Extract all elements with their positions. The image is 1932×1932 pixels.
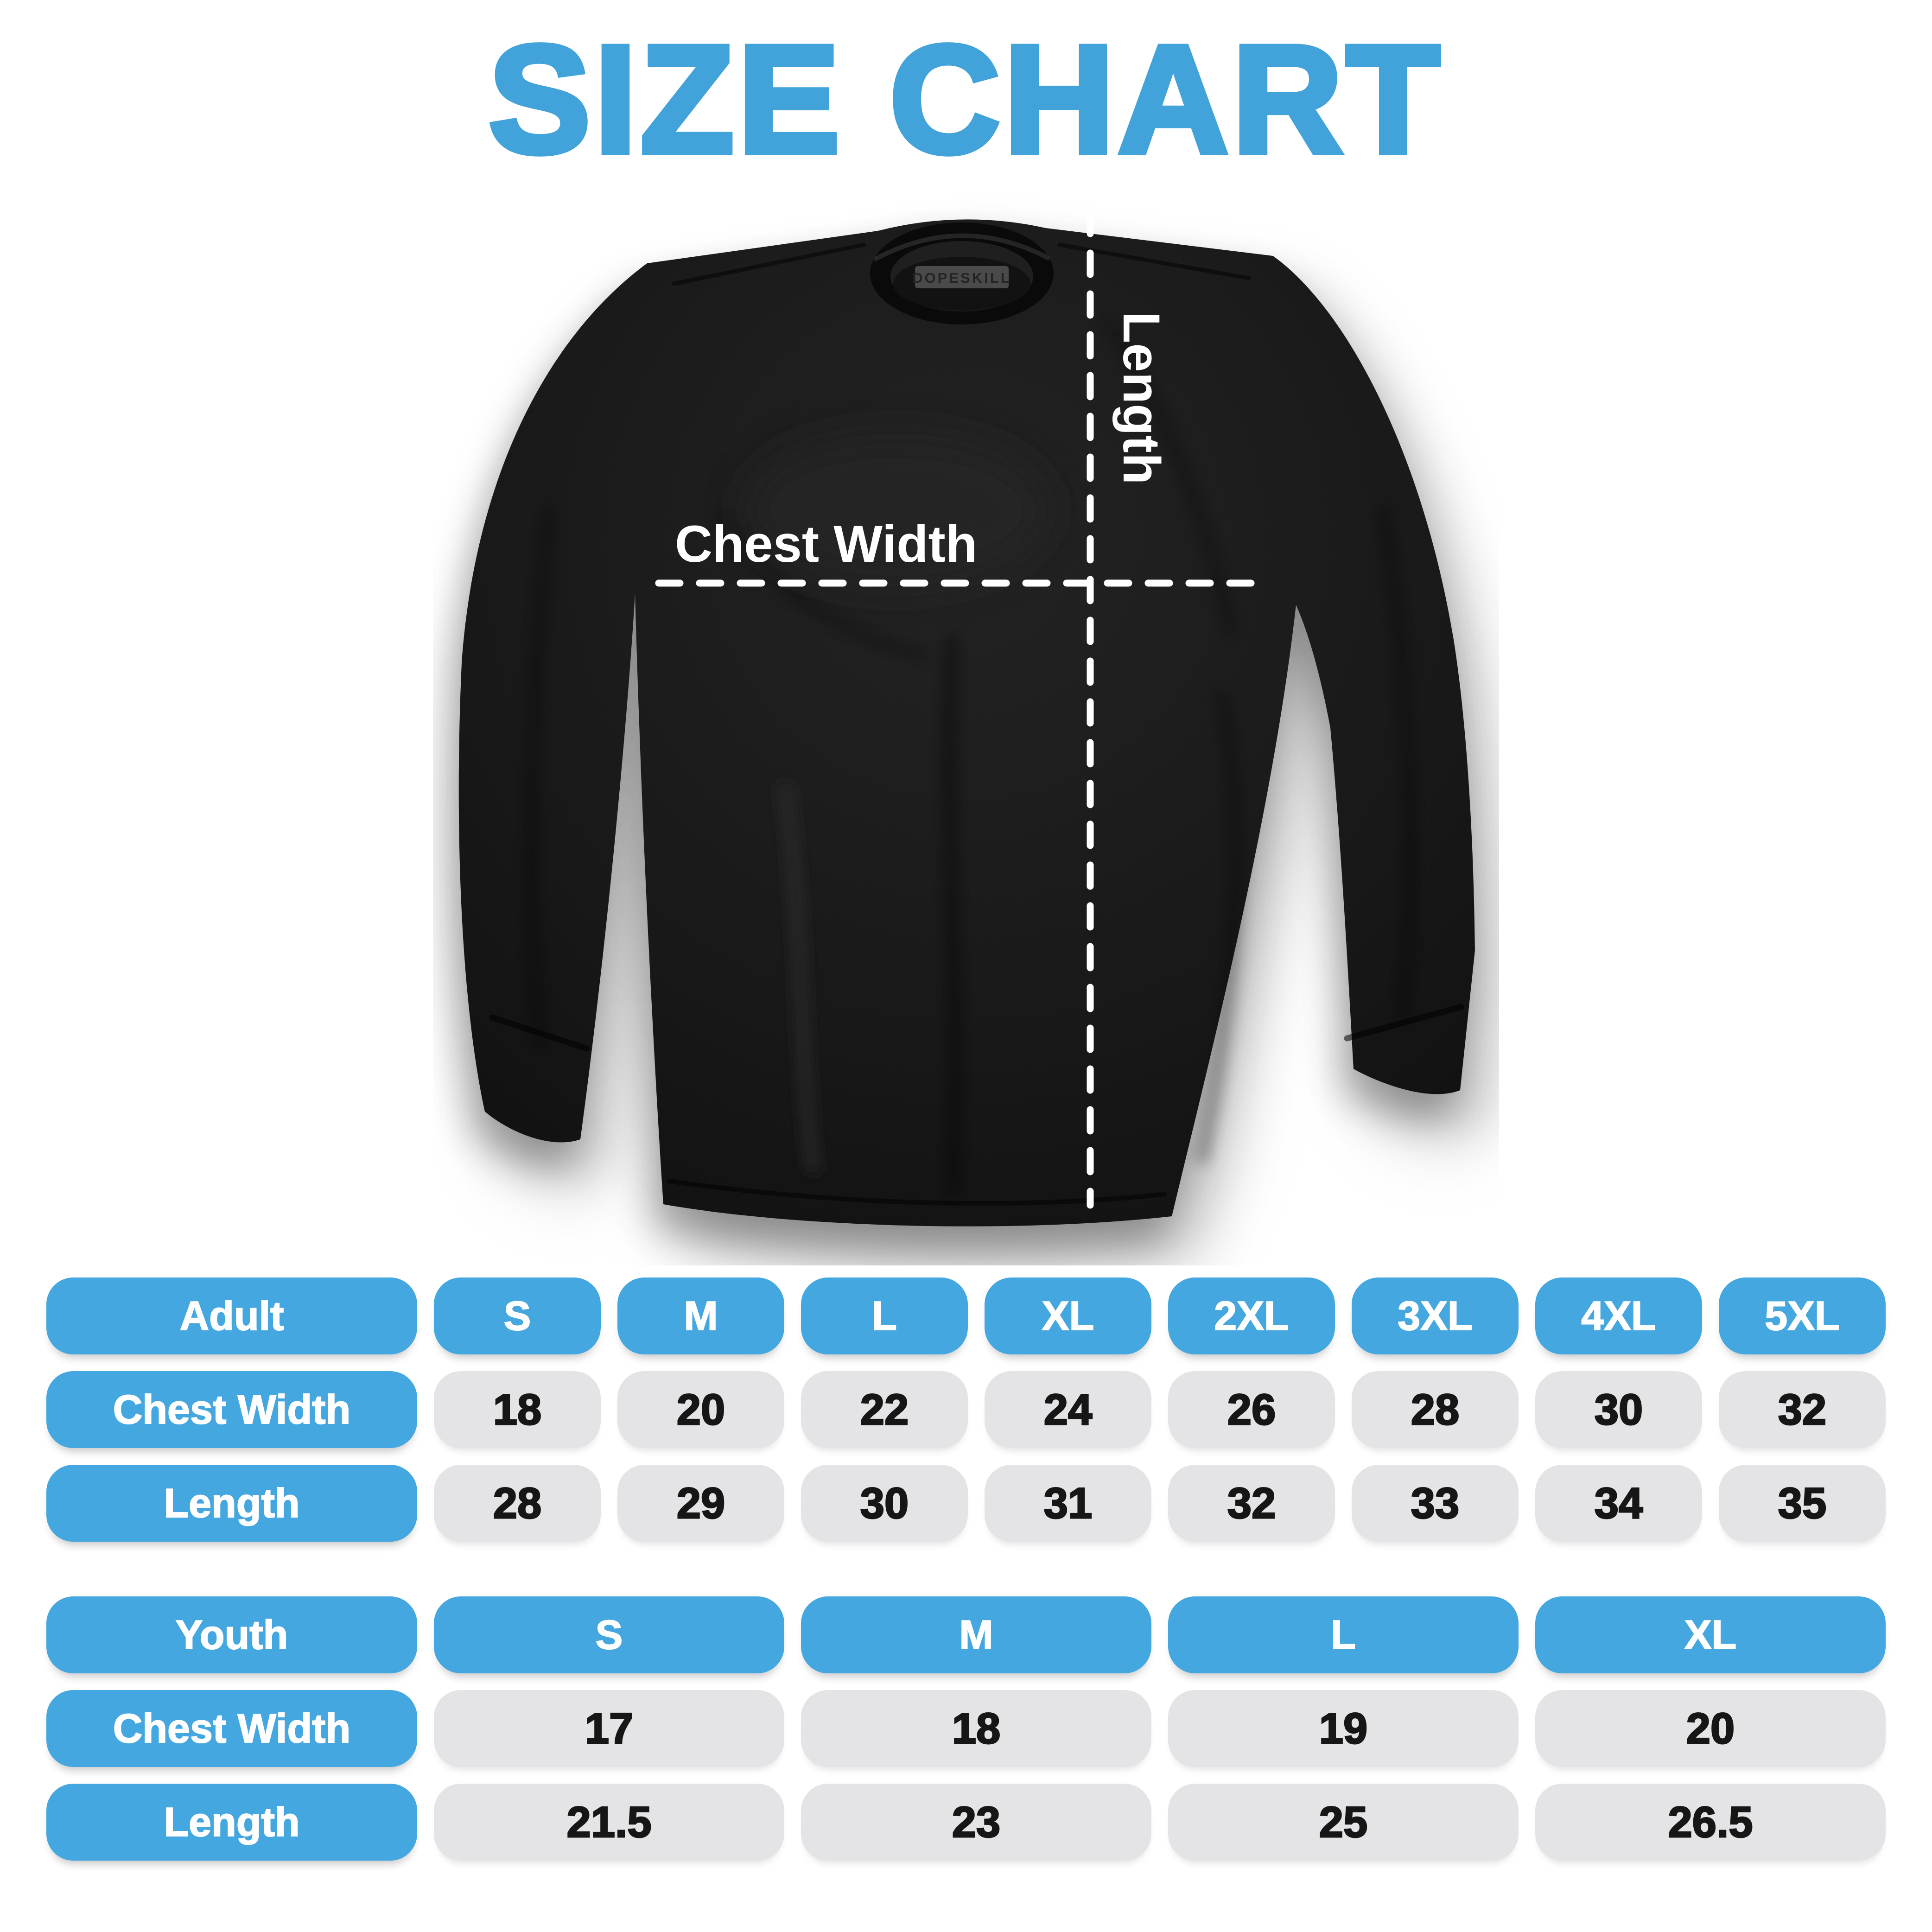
shirt-diagram: DOPESKILL Chest Width Length: [433, 185, 1499, 1265]
adult-length-2xl: 32: [1168, 1465, 1335, 1542]
adult-length-m: 29: [617, 1465, 784, 1542]
youth-length-s: 21.5: [434, 1784, 784, 1861]
youth-chest-width-l: 19: [1168, 1690, 1519, 1767]
chest-width-label: Chest Width: [675, 515, 977, 573]
youth-chest-width-m: 18: [801, 1690, 1151, 1767]
adult-chest-width-s: 18: [434, 1371, 601, 1448]
youth-length-l: 25: [1168, 1784, 1519, 1861]
adult-size-5xl: 5XL: [1719, 1277, 1886, 1354]
adult-size-xl: XL: [985, 1277, 1151, 1354]
youth-header-label: Youth: [46, 1596, 417, 1673]
youth-size-table: Youth S M L XL Chest Width 17 18 19 20 L…: [46, 1596, 1886, 1861]
youth-length-m: 23: [801, 1784, 1151, 1861]
adult-size-3xl: 3XL: [1352, 1277, 1519, 1354]
size-tables: Adult S M L XL 2XL 3XL 4XL 5XL Chest Wid…: [0, 1265, 1932, 1861]
adult-chest-width-m: 20: [617, 1371, 784, 1448]
youth-chest-width-s: 17: [434, 1690, 784, 1767]
brand-label: DOPESKILL: [912, 270, 1011, 286]
brand-tag: DOPESKILL: [912, 266, 1011, 288]
shirt-silhouette: [458, 219, 1475, 1227]
adult-size-table: Adult S M L XL 2XL 3XL 4XL 5XL Chest Wid…: [46, 1277, 1886, 1542]
youth-chest-width-row-label: Chest Width: [46, 1690, 417, 1767]
adult-size-2xl: 2XL: [1168, 1277, 1335, 1354]
adult-length-4xl: 34: [1535, 1465, 1702, 1542]
youth-length-xl: 26.5: [1535, 1784, 1886, 1861]
adult-length-l: 30: [801, 1465, 968, 1542]
adult-chest-width-3xl: 28: [1352, 1371, 1519, 1448]
adult-size-4xl: 4XL: [1535, 1277, 1702, 1354]
adult-chest-width-l: 22: [801, 1371, 968, 1448]
adult-chest-width-xl: 24: [985, 1371, 1151, 1448]
adult-chest-width-2xl: 26: [1168, 1371, 1335, 1448]
youth-size-xl: XL: [1535, 1596, 1886, 1673]
adult-size-l: L: [801, 1277, 968, 1354]
adult-size-m: M: [617, 1277, 784, 1354]
adult-length-3xl: 33: [1352, 1465, 1519, 1542]
adult-chest-width-4xl: 30: [1535, 1371, 1702, 1448]
youth-size-s: S: [434, 1596, 784, 1673]
page-title: SIZE CHART: [486, 11, 1443, 188]
adult-length-row-label: Length: [46, 1465, 417, 1542]
adult-length-xl: 31: [985, 1465, 1151, 1542]
adult-length-5xl: 35: [1719, 1465, 1886, 1542]
youth-chest-width-xl: 20: [1535, 1690, 1886, 1767]
youth-size-l: L: [1168, 1596, 1519, 1673]
youth-size-m: M: [801, 1596, 1151, 1673]
adult-chest-width-row-label: Chest Width: [46, 1371, 417, 1448]
adult-header-label: Adult: [46, 1277, 417, 1354]
adult-size-s: S: [434, 1277, 601, 1354]
youth-length-row-label: Length: [46, 1784, 417, 1861]
shirt-illustration: DOPESKILL Chest Width Length: [458, 209, 1475, 1227]
adult-length-s: 28: [434, 1465, 601, 1542]
length-label: Length: [1112, 311, 1170, 484]
adult-chest-width-5xl: 32: [1719, 1371, 1886, 1448]
